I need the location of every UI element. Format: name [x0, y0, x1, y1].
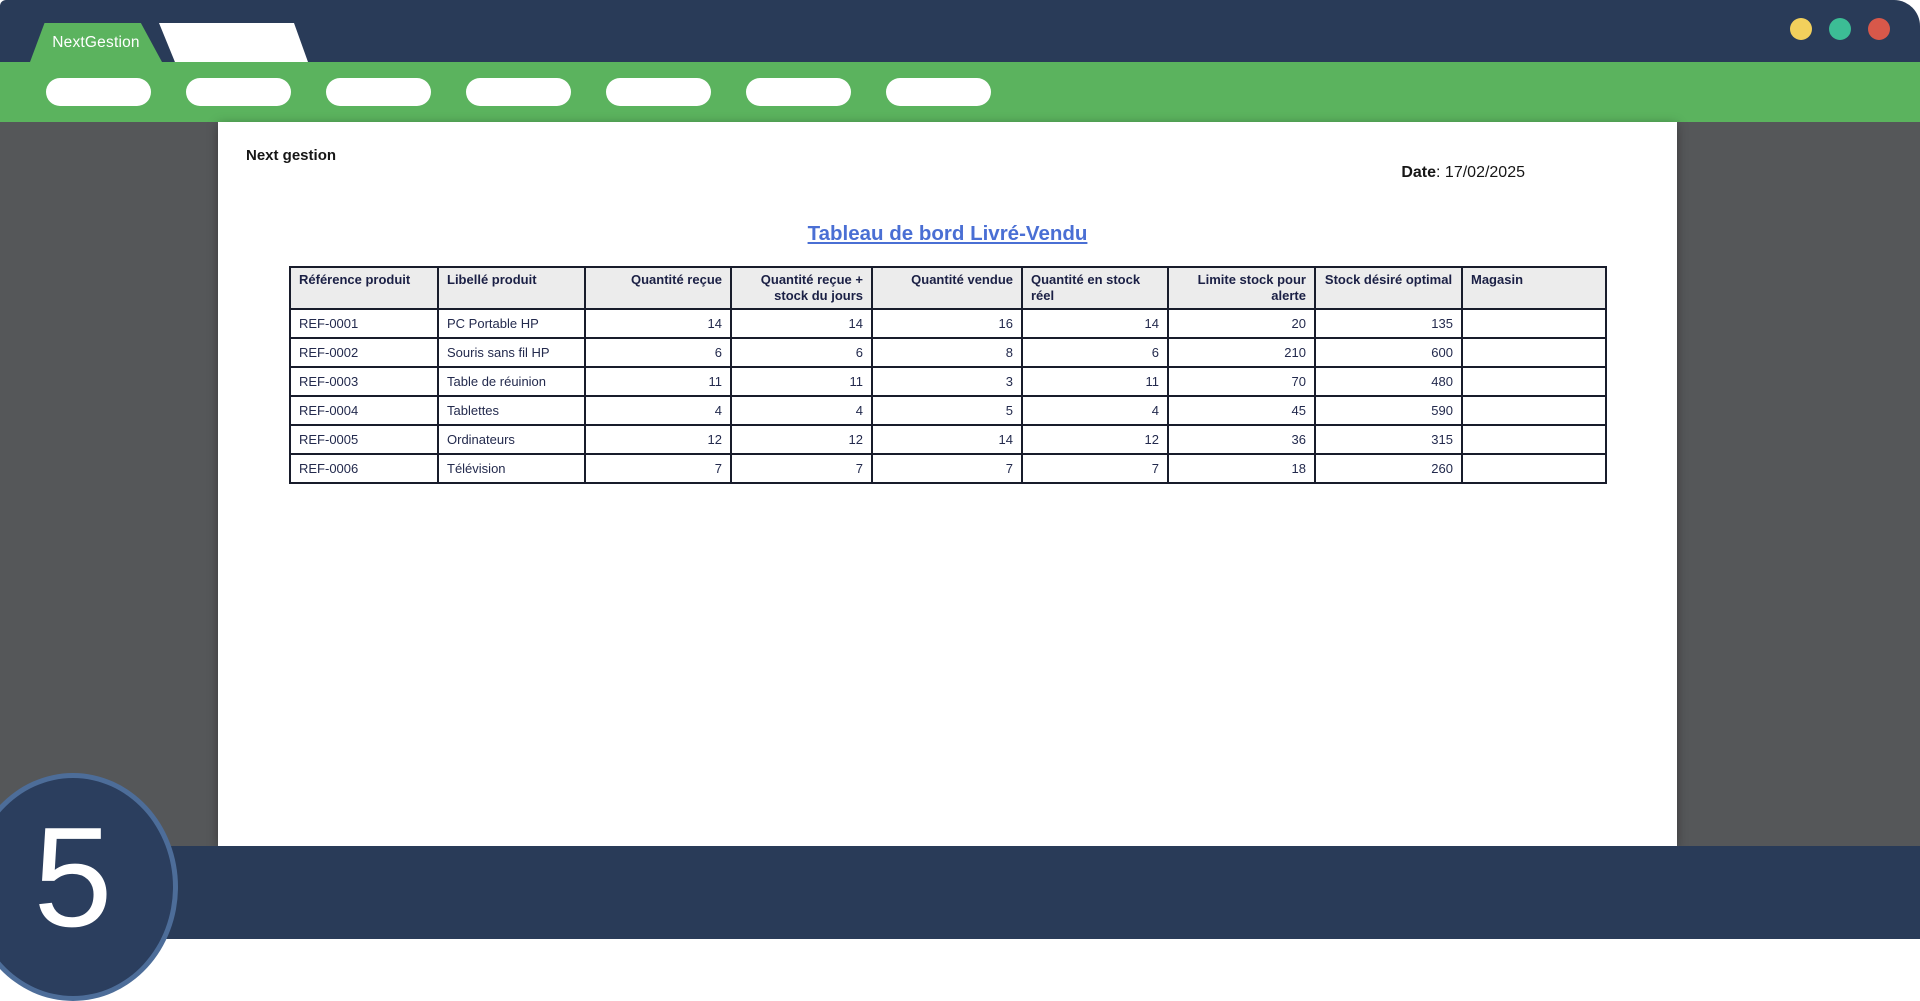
table-cell: 12 — [1021, 424, 1169, 455]
toolbar-nav — [46, 78, 991, 106]
table-cell: 36 — [1167, 424, 1316, 455]
column-header-quantite-recue-stock: Quantité reçue + stock du jours — [730, 266, 873, 310]
table-cell: 7 — [871, 453, 1023, 484]
table-cell: 260 — [1314, 453, 1463, 484]
report-title-link[interactable]: Tableau de bord Livré-Vendu — [807, 222, 1088, 245]
empty-tab[interactable] — [159, 23, 308, 62]
toolbar-pill[interactable] — [606, 78, 711, 106]
table-row: REF-0006 Télévision 7 7 7 7 18 260 — [289, 453, 1607, 484]
toolbar-pill[interactable] — [46, 78, 151, 106]
table-cell: Télévision — [437, 453, 586, 484]
table-cell: 16 — [871, 308, 1023, 339]
table-row: REF-0005 Ordinateurs 12 12 14 12 36 315 — [289, 424, 1607, 455]
table-cell: 7 — [584, 453, 732, 484]
app-brand-label: NextGestion — [52, 33, 140, 51]
table-cell: REF-0001 — [289, 308, 439, 339]
table-cell: REF-0002 — [289, 337, 439, 368]
table-cell: 45 — [1167, 395, 1316, 426]
table-row: REF-0004 Tablettes 4 4 5 4 45 590 — [289, 395, 1607, 426]
column-header-magasin: Magasin — [1461, 266, 1607, 310]
date-value: 17/02/2025 — [1444, 164, 1525, 181]
table-cell: REF-0003 — [289, 366, 439, 397]
report-page: Next gestion Date: 17/02/2025 Tableau de… — [218, 122, 1677, 846]
table-cell: 12 — [584, 424, 732, 455]
table-cell: 600 — [1314, 337, 1463, 368]
toolbar-pill[interactable] — [326, 78, 431, 106]
table-cell: 14 — [730, 308, 873, 339]
table-cell: 590 — [1314, 395, 1463, 426]
column-header-quantite-stock-reel: Quantité en stock réel — [1021, 266, 1169, 310]
table-cell: 8 — [871, 337, 1023, 368]
table-cell: 11 — [730, 366, 873, 397]
table-cell: 4 — [730, 395, 873, 426]
table-cell: 20 — [1167, 308, 1316, 339]
report-app-name: Next gestion — [246, 147, 337, 164]
table-cell: REF-0006 — [289, 453, 439, 484]
livre-vendu-table: Référence produit Libellé produit Quanti… — [289, 266, 1607, 484]
column-header-limite-stock-alerte: Limite stock pour alerte — [1167, 266, 1316, 310]
table-cell: 4 — [1021, 395, 1169, 426]
table-cell: 3 — [871, 366, 1023, 397]
window-minimize-icon[interactable] — [1790, 18, 1812, 40]
table-cell: Ordinateurs — [437, 424, 586, 455]
table-cell — [1461, 366, 1607, 397]
toolbar-pill[interactable] — [746, 78, 851, 106]
window-close-icon[interactable] — [1868, 18, 1890, 40]
column-header-stock-desire-optimal: Stock désiré optimal — [1314, 266, 1463, 310]
app-brand-tab[interactable]: NextGestion — [30, 23, 162, 62]
table-cell: 70 — [1167, 366, 1316, 397]
table-cell: 5 — [871, 395, 1023, 426]
table-cell: 210 — [1167, 337, 1316, 368]
table-cell: 4 — [584, 395, 732, 426]
table-cell — [1461, 424, 1607, 455]
table-cell: Table de réuinion — [437, 366, 586, 397]
window-titlebar: NextGestion — [0, 0, 1920, 62]
table-cell: 7 — [730, 453, 873, 484]
toolbar-pill[interactable] — [466, 78, 571, 106]
table-cell: Tablettes — [437, 395, 586, 426]
window-maximize-icon[interactable] — [1829, 18, 1851, 40]
table-row: REF-0002 Souris sans fil HP 6 6 8 6 210 … — [289, 337, 1607, 368]
toolbar-pill[interactable] — [886, 78, 991, 106]
table-cell: 480 — [1314, 366, 1463, 397]
table-cell: 6 — [584, 337, 732, 368]
table-cell: 11 — [1021, 366, 1169, 397]
report-date: Date: 17/02/2025 — [1401, 164, 1525, 182]
table-cell: 14 — [1021, 308, 1169, 339]
table-cell: 7 — [1021, 453, 1169, 484]
toolbar-pill[interactable] — [186, 78, 291, 106]
table-cell: 6 — [1021, 337, 1169, 368]
table-cell: 12 — [730, 424, 873, 455]
table-cell: 18 — [1167, 453, 1316, 484]
column-header-quantite-recue: Quantité reçue — [584, 266, 732, 310]
table-cell: 315 — [1314, 424, 1463, 455]
window-controls — [1790, 18, 1890, 40]
footer-bar — [0, 846, 1920, 939]
table-row: REF-0003 Table de réuinion 11 11 3 11 70… — [289, 366, 1607, 397]
table-row: REF-0001 PC Portable HP 14 14 16 14 20 1… — [289, 308, 1607, 339]
table-cell: 11 — [584, 366, 732, 397]
table-cell: PC Portable HP — [437, 308, 586, 339]
column-header-quantite-vendue: Quantité vendue — [871, 266, 1023, 310]
toolbar — [0, 62, 1920, 122]
table-cell: REF-0004 — [289, 395, 439, 426]
column-header-libelle-produit: Libellé produit — [437, 266, 586, 310]
table-cell — [1461, 308, 1607, 339]
table-cell: 14 — [871, 424, 1023, 455]
table-header-row: Référence produit Libellé produit Quanti… — [289, 266, 1607, 310]
table-cell: 6 — [730, 337, 873, 368]
step-number: 5 — [33, 798, 113, 957]
table-cell: 14 — [584, 308, 732, 339]
column-header-reference-produit: Référence produit — [289, 266, 439, 310]
table-cell — [1461, 337, 1607, 368]
table-cell: 135 — [1314, 308, 1463, 339]
date-label: Date — [1401, 164, 1437, 181]
table-cell: REF-0005 — [289, 424, 439, 455]
table-cell — [1461, 453, 1607, 484]
table-cell: Souris sans fil HP — [437, 337, 586, 368]
date-separator: : — [1436, 164, 1445, 181]
table-cell — [1461, 395, 1607, 426]
